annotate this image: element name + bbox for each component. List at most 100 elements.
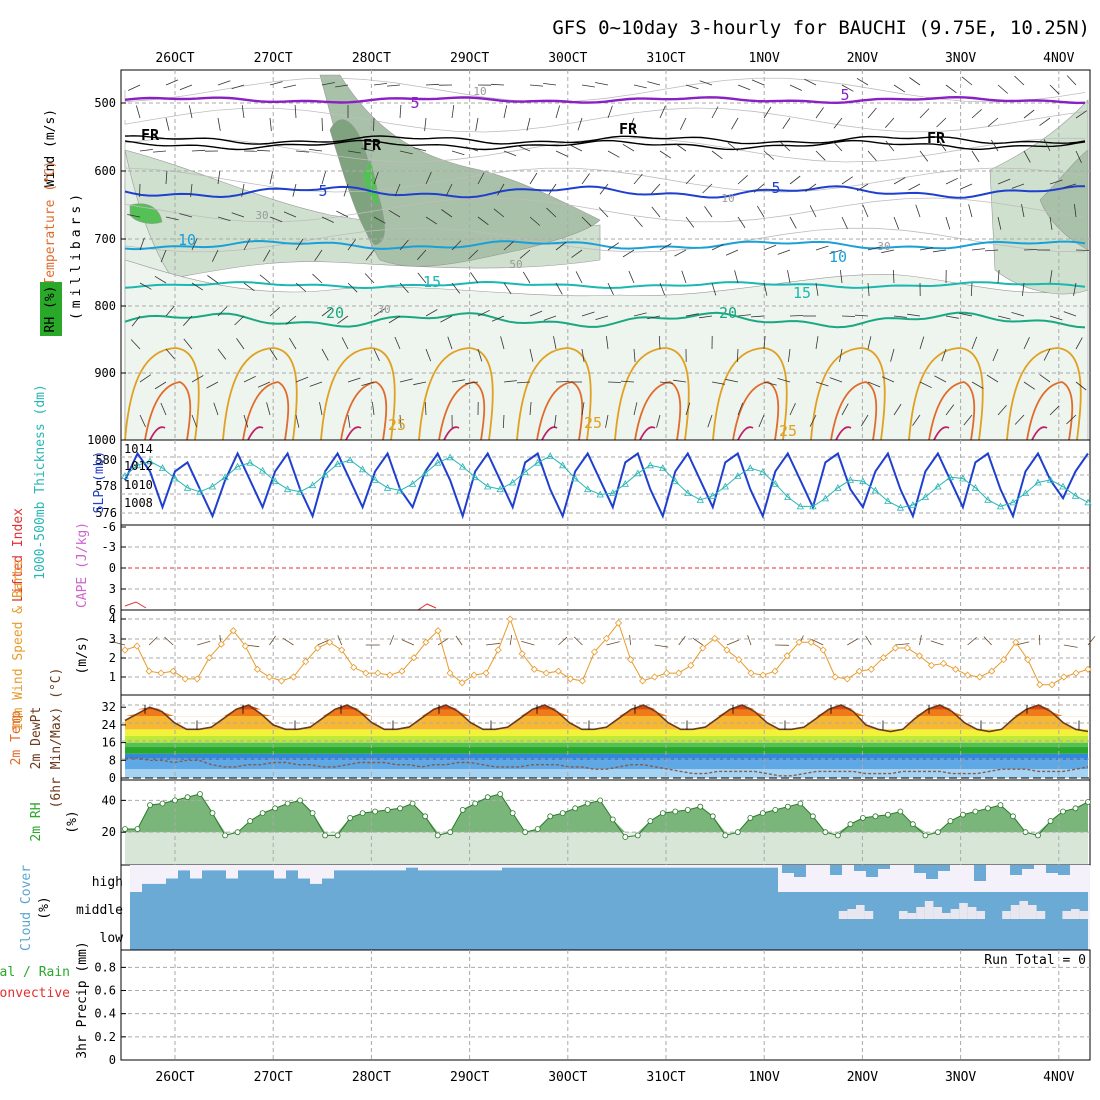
wind-barb [529,84,544,87]
wind10m-barb [509,635,513,646]
slp-tick-label: 1008 [124,496,153,510]
y-tick-label: -3 [102,540,116,554]
wind-barb [1011,183,1025,189]
wind-barb [841,216,848,229]
wind-barb [1049,405,1060,416]
wind-barb [1039,374,1051,383]
y-tick-label: -6 [102,520,116,534]
cloud-high-bar [346,870,358,892]
wind-barb [758,414,765,428]
wind-barb [179,84,193,91]
wind-barb [165,79,179,86]
wind-barb [789,216,797,229]
cloud-high-bar [406,867,418,892]
rh2m-point [172,797,178,804]
rh2m-point [584,800,591,807]
thickness-point [1034,478,1042,486]
rh2m-point [910,821,916,828]
rh2m-point [960,811,966,818]
wind-barb [139,183,141,198]
wind-barb [217,80,231,86]
wind-barb [529,401,532,416]
rh2m-point [334,832,341,839]
wind10m-point [939,659,948,668]
wind10m-point [145,667,153,675]
thickness-tick-label: 578 [95,479,117,493]
wind-barb [451,150,465,156]
wind-barb [347,377,361,383]
wind-barb [399,150,413,155]
wind-barb [571,249,583,258]
rh2m-point [272,805,279,812]
wind10m-point [964,671,972,679]
thickness-point [133,461,142,469]
wind-barb [656,414,661,428]
isotherm-30 [242,381,290,441]
y-tick-label: 24 [102,718,116,732]
wind-barb [269,307,280,317]
cloud-high-bar [502,867,514,892]
wind-barb [607,242,620,251]
isotherm-30 [634,381,682,441]
thickness-point [371,476,379,483]
freezing-line-b [124,139,1086,151]
wind-barb [493,208,505,218]
isotherm-35 [345,426,362,441]
wind-barb [893,84,906,93]
wind-barb [259,274,271,284]
wind10m-point [386,671,394,679]
rh2m-point [259,810,266,816]
wind-barb [295,150,310,153]
thickness-point [646,461,654,469]
wind10m-point [711,634,719,642]
wind-barb [711,106,719,119]
wind-barb [519,249,531,259]
wind-barb [731,117,739,130]
wind-barb [555,105,560,119]
wind-barb [647,315,661,320]
wind10m-point [663,669,671,677]
y-tick-label: 1 [109,670,116,684]
wind10m-barb [282,637,294,646]
wind-barb [555,381,570,383]
wind10m-point [362,669,370,677]
thickness-point [1084,498,1092,506]
wind-barb [191,375,204,383]
wind-barb [529,310,543,317]
cloud-high-bar [166,878,178,892]
wind-barb [647,81,661,86]
wind-barb [335,84,349,88]
wind-barb [555,150,568,157]
wind-barb [1022,282,1025,296]
temp2m-label: 2m Temp [9,710,24,765]
wind-barb [737,402,744,416]
cloud-high-bar [178,870,190,892]
wind-barb [139,282,152,290]
wind-barb [919,336,925,350]
wind10m-barb [148,636,158,646]
cloud-high-bar [226,878,238,892]
isotherm-30 [144,381,192,441]
wind-barb [971,109,982,119]
cloud-high-bar [238,870,250,892]
y-tick-label: 0 [109,1053,116,1067]
wind10m-point [771,667,779,675]
wind-barb [699,80,713,86]
thickness-point [809,502,817,510]
rh2m-point [284,800,291,807]
date-axis-top: 26OCT 27OCT 28OCT 29OCT 30OCT 31OCT 1NOV 2NOV 3N… [155,51,1074,66]
wind-barb [867,282,870,297]
wind-barb [862,204,869,218]
cloud-mid-gap [950,909,960,919]
thickness-point [746,464,754,471]
wind-barb [555,241,567,251]
wind-barb [373,308,386,317]
wind-barb [622,249,635,258]
wind-barb [1075,150,1082,163]
wind-barb [674,249,687,257]
date-label-top-29OCT: 29OCT [450,51,489,66]
wind10m-point [253,665,261,673]
thickness-point [484,482,492,490]
wind10m-point [699,644,707,652]
rh2m-point [209,810,216,816]
